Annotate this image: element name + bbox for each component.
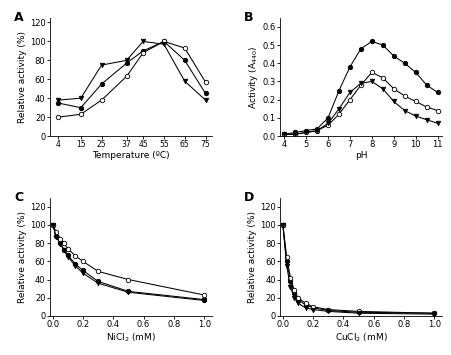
Y-axis label: Relative activity (%): Relative activity (%) — [18, 211, 27, 303]
X-axis label: NiCl$_2$ (mM): NiCl$_2$ (mM) — [106, 331, 156, 344]
Y-axis label: Relative activity (%): Relative activity (%) — [248, 211, 257, 303]
Text: C: C — [14, 191, 23, 203]
X-axis label: pH: pH — [354, 151, 367, 160]
Y-axis label: Relative activity (%): Relative activity (%) — [18, 31, 27, 123]
X-axis label: Temperature (ºC): Temperature (ºC) — [92, 151, 170, 160]
Y-axis label: Activity (A$_{440}$): Activity (A$_{440}$) — [247, 45, 260, 109]
Text: B: B — [244, 11, 253, 24]
X-axis label: CuCl$_2$ (mM): CuCl$_2$ (mM) — [335, 331, 387, 344]
Text: A: A — [14, 11, 23, 24]
Text: D: D — [244, 191, 254, 203]
